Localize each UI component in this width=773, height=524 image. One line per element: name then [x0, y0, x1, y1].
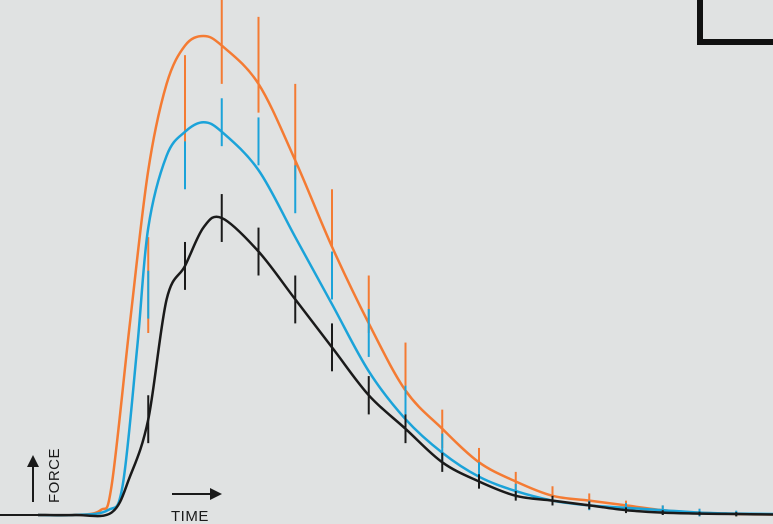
corner-bracket: [697, 0, 773, 45]
series-2: [0, 194, 773, 518]
series-1-line: [37, 120, 773, 517]
series-0-line: [37, 34, 773, 517]
y-axis-label: FORCE: [46, 448, 63, 503]
y-axis-arrow: [27, 455, 39, 502]
x-axis-arrow: [172, 488, 222, 500]
x-axis-label: TIME: [171, 508, 209, 524]
